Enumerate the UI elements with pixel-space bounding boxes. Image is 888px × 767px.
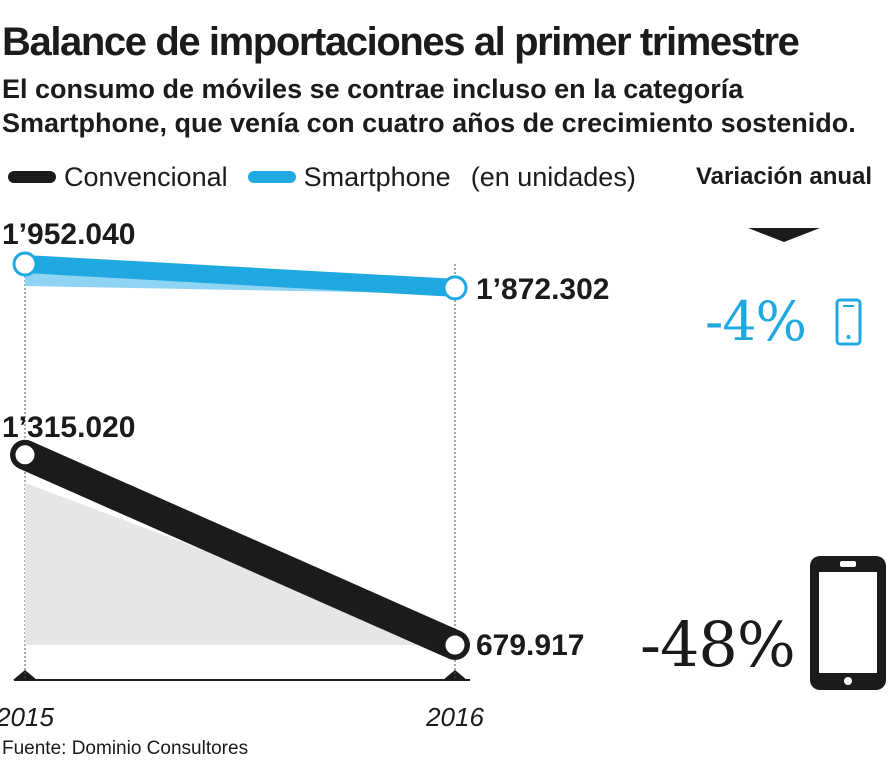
convencional-point [442,632,468,658]
smartphone-variation-value: -4% [705,290,807,353]
phone-outline-icon [835,298,862,346]
legend-item-convencional: Convencional [8,162,228,193]
convencional-label-2016: 679.917 [476,629,584,662]
source-note: Fuente: Dominio Consultores [2,738,249,759]
legend: Convencional Smartphone (en unidades) [8,160,636,194]
legend-item-smartphone: Smartphone [247,161,451,193]
smartphone-series-line [16,255,464,297]
legend-label-smartphone: Smartphone [303,161,451,192]
variation-header: Variación anual [695,163,873,190]
convencional-series-line [10,439,470,660]
convencional-point [12,442,38,468]
chart-subtitle: El consumo de móviles se contrae incluso… [2,74,856,138]
x-tick-label: 2015 [0,702,54,732]
arrow-down-icon [748,228,820,242]
smartphone-point [12,251,38,277]
chart-title: Balance de importaciones al primer trime… [2,20,800,64]
x-tick-label: 2016 [425,702,484,732]
legend-unit-note: (en unidades) [470,161,636,192]
convencional-variation-value: -48% [640,608,796,681]
smartphone-point [442,275,468,301]
convencional-label-2015: 1’315.020 [2,411,135,444]
x-axis-marker [13,670,37,680]
smartphone-label-2015: 1’952.040 [2,218,135,251]
legend-label-convencional: Convencional [64,161,228,192]
legend-swatch-convencional [8,171,56,183]
phone-solid-icon [810,556,886,690]
legend-swatch-smartphone [247,171,296,183]
x-axis-marker [443,670,467,680]
smartphone-label-2016: 1’872.302 [476,273,609,306]
